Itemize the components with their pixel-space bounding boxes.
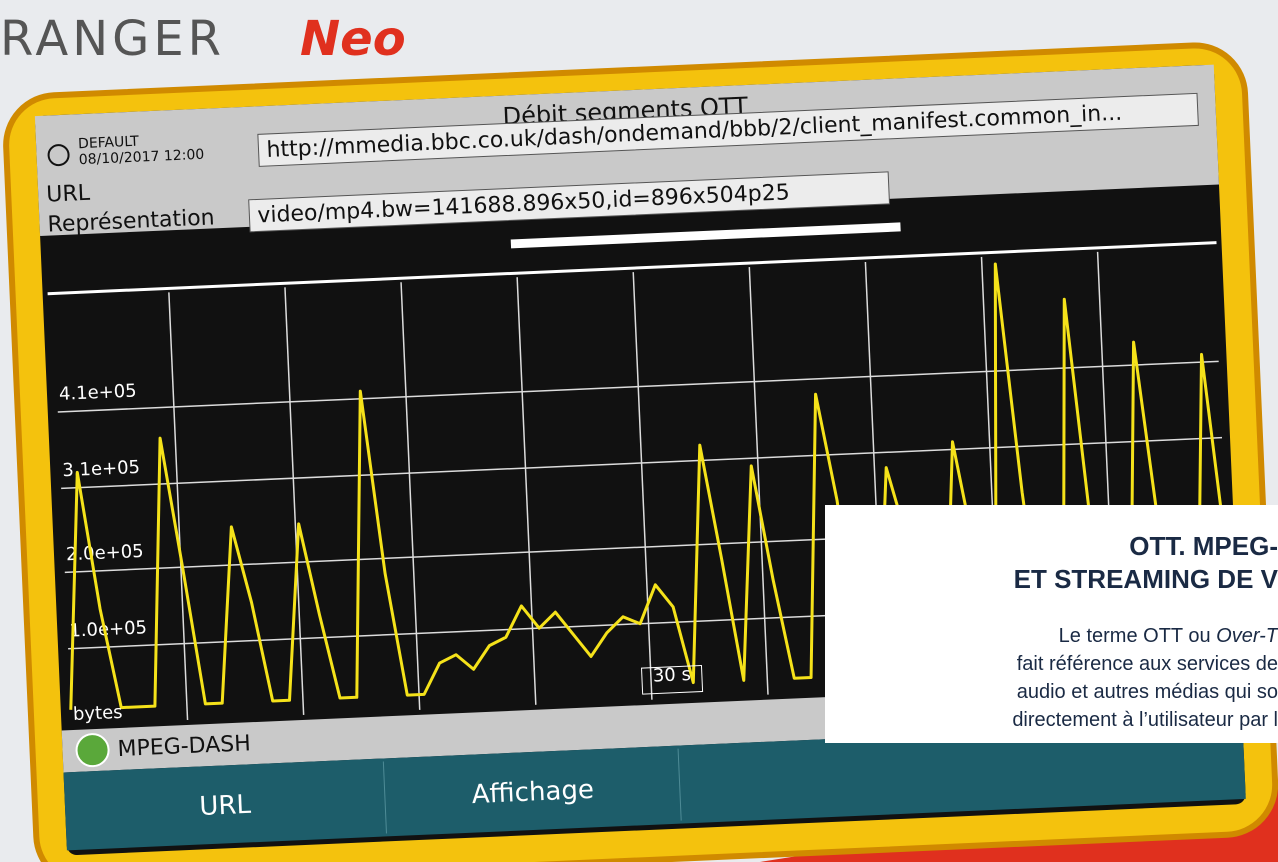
profile: DEFAULT [78,134,140,153]
overlay-text-part: Over-T [1216,625,1278,647]
chart-top-border [47,241,1217,296]
overlay-text: audio et autres médias qui so [1017,681,1278,703]
overlay-text-part: fait référence aux services de [1017,653,1278,675]
grid-line [57,360,1219,413]
v-grid-line [168,292,189,721]
overlay-text: Le terme OTT ou Over-T [1059,625,1278,647]
overlay-text: fait référence aux services de [1017,653,1278,675]
softkey[interactable]: Affichage [471,775,594,810]
x-axis-label: 30 s [652,664,691,687]
v-grid-line [400,282,421,710]
y-tick-label: 4.1e+05 [59,381,138,405]
url-field [257,92,1199,167]
y-tick-label: 1.0e+05 [69,617,148,641]
y-tick-label: 2.0e+05 [66,541,145,565]
softkey-divider [677,748,682,821]
brand: RANGER [0,11,225,67]
protocol: MPEG-DASH [117,731,251,762]
grid-line [61,436,1223,490]
target-icon [47,144,70,167]
overlay-text-part: audio et autres médias qui so [1017,681,1278,703]
scroll-bar [510,222,901,249]
v-grid-line [748,267,769,695]
representation-field [248,171,891,233]
v-grid-line [516,277,537,705]
v-grid-line [632,272,653,700]
overlay-text-part: Le terme OTT ou [1059,625,1216,647]
softkey-divider [382,761,387,834]
overlay-text-part: directement à l’utilisateur par l [1012,709,1278,731]
overlay-text: directement à l’utilisateur par l [1012,709,1278,731]
overlay-heading: OTT. MPEG- [1129,531,1278,561]
y-tick-label: 3.1e+05 [62,457,141,481]
brand-suffix: Neo [300,11,406,67]
x-label-box [640,665,704,695]
overlay-heading: ET STREAMING DE V [1014,564,1278,594]
overlay: OTT. MPEG- ET STREAMING DE V Le terme OT… [1012,531,1278,731]
datetime: 08/10/2017 12:00 [78,147,204,168]
v-grid-line [284,287,305,715]
overlay-box [825,505,1278,743]
y-axis-label: bytes [73,702,123,725]
softkey-bar [63,720,1246,851]
url-label: URL [46,181,91,208]
status-ok-icon [75,733,110,768]
softkey[interactable]: URL [199,790,252,822]
